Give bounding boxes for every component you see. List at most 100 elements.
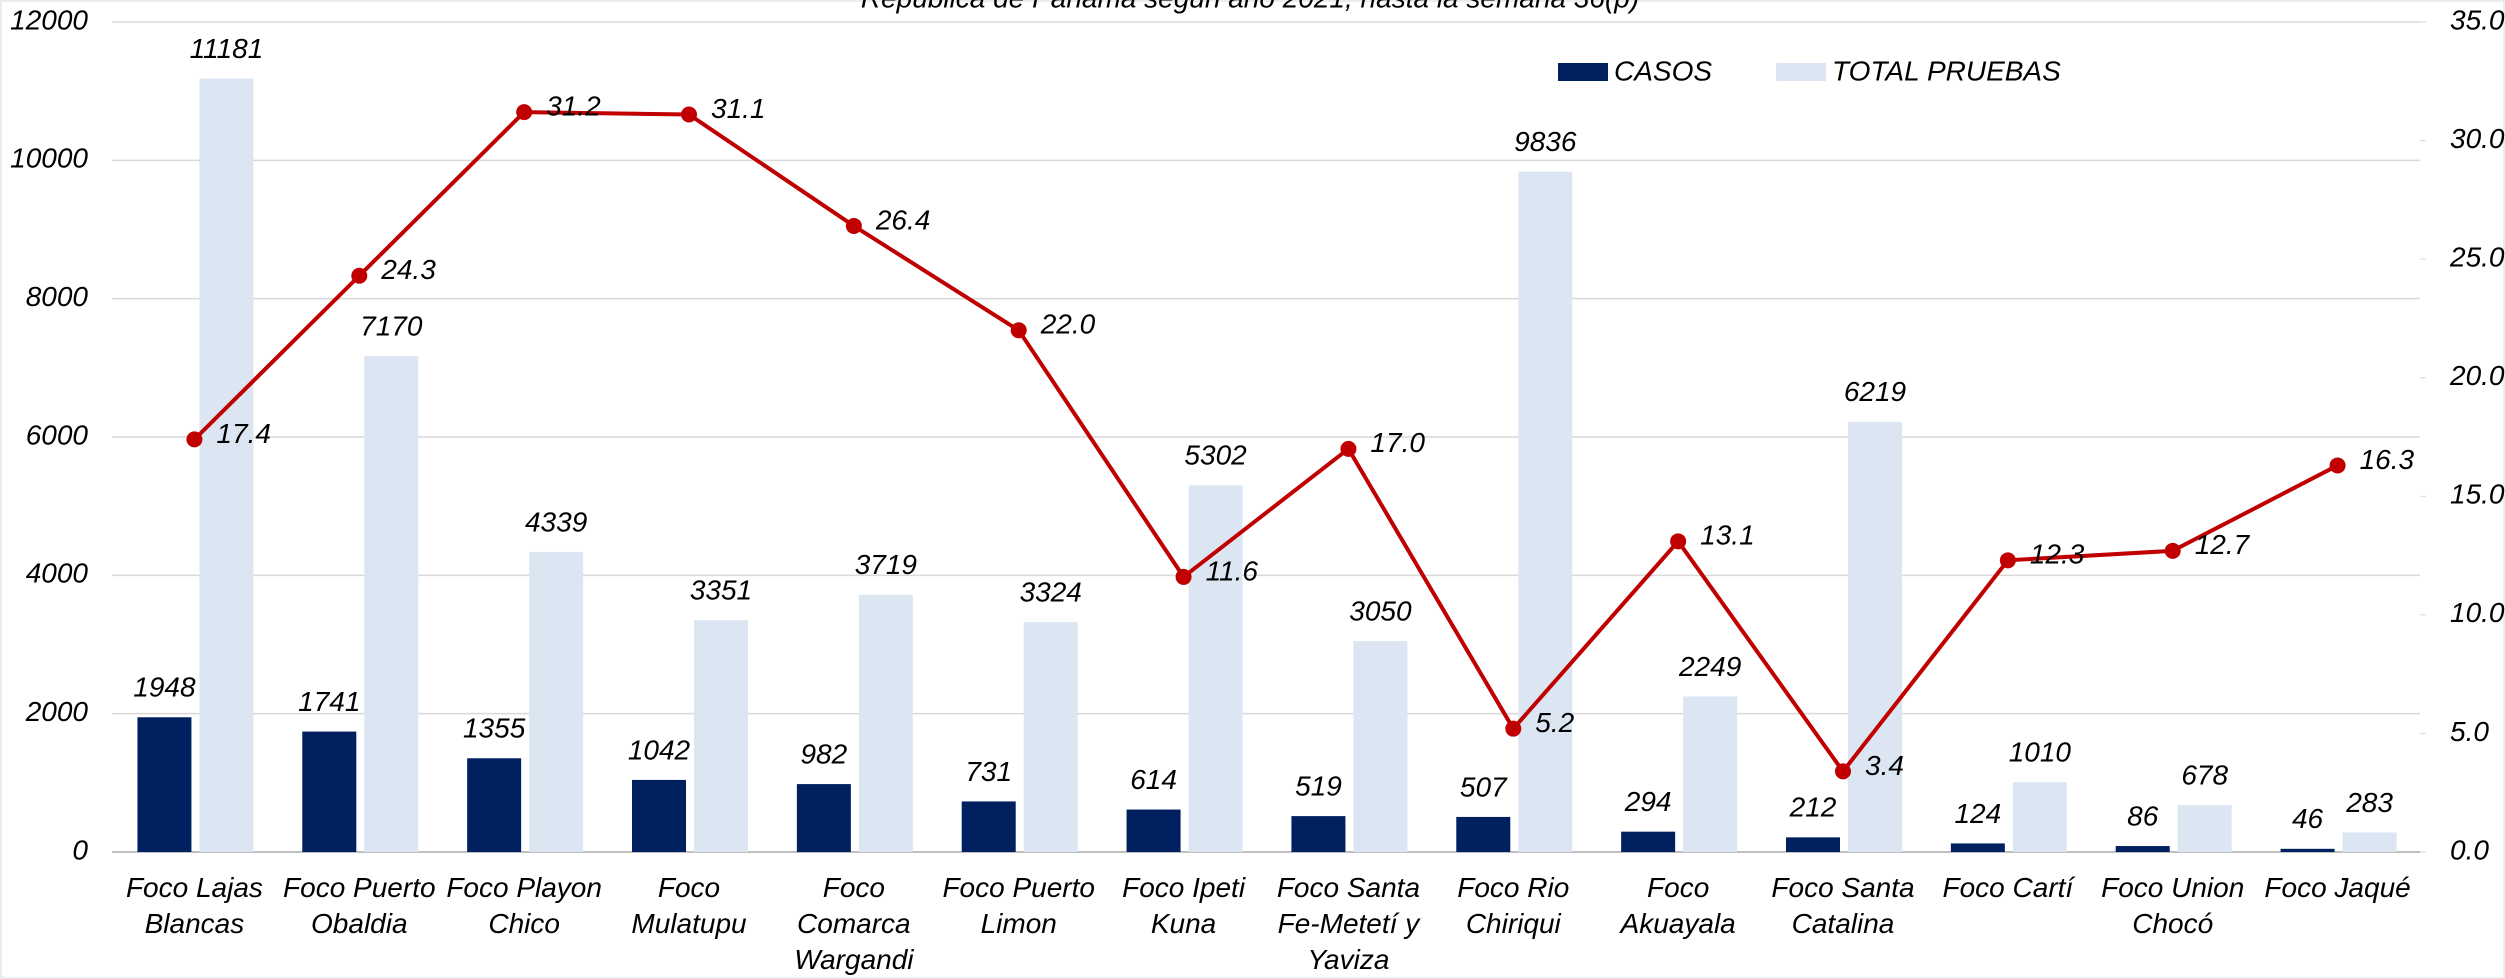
marker: [2164, 542, 2181, 559]
x-tick-label: Foco Santa Fe-Metetí y Yaviza: [1277, 872, 1421, 975]
data-label: 731: [965, 756, 1012, 787]
bar: [1353, 641, 1408, 852]
data-label: 16.3: [2360, 444, 2415, 475]
x-tick-label: Foco Lajas Blancas: [126, 872, 263, 939]
y2-tick-label: 0.0: [2450, 834, 2489, 865]
data-label: 12.7: [2195, 529, 2251, 560]
bar: [1786, 837, 1840, 852]
data-label: 1010: [2009, 737, 2072, 768]
data-label: 614: [1130, 764, 1177, 795]
bar: [1126, 809, 1181, 852]
marker: [2329, 457, 2346, 474]
data-label: 294: [1624, 786, 1672, 817]
legend-swatch: [1558, 63, 1608, 81]
data-label: 3.4: [1865, 750, 1904, 781]
bar: [1950, 843, 2005, 852]
data-label: 24.3: [380, 254, 436, 285]
y-tick-label: 6000: [26, 419, 89, 450]
data-label: 1741: [298, 686, 360, 717]
data-label: 13.1: [1700, 520, 1755, 551]
data-label: 86: [2127, 800, 2159, 831]
y-tick-label: 8000: [26, 281, 89, 312]
data-label: 124: [1954, 798, 2001, 829]
bar: [1456, 816, 1511, 852]
data-label: 46: [2292, 803, 2324, 834]
data-label: 17.0: [1370, 427, 1425, 458]
x-tick-label: Foco Cartí: [1943, 872, 2077, 903]
bar: [199, 78, 254, 852]
bar: [2012, 782, 2067, 852]
data-label: 26.4: [875, 204, 931, 235]
bar: [1518, 171, 1573, 853]
line: [193, 110, 2339, 775]
x-tick-label: Foco Puerto Obaldia: [283, 872, 436, 939]
bar: [2177, 805, 2232, 852]
marker: [1010, 322, 1027, 339]
y2-tick-label: 25.0: [2449, 242, 2505, 273]
bar: [632, 779, 686, 852]
y-tick-label: 2000: [25, 696, 89, 727]
data-label: 4339: [525, 506, 587, 537]
marker: [516, 104, 533, 121]
data-label: 982: [800, 738, 847, 769]
data-label: 1948: [133, 672, 196, 703]
y2-tick-label: 15.0: [2450, 479, 2505, 510]
x-tick-label: Foco Jaqué: [2264, 872, 2410, 903]
x-tick-label: Foco Playon Chico: [446, 872, 602, 939]
data-label: 3050: [1349, 595, 1412, 626]
data-label: 507: [1460, 771, 1508, 802]
x-tick-label: Foco Puerto Limon: [942, 872, 1095, 939]
x-tick-label: Foco Ipeti Kuna: [1122, 872, 1246, 939]
y-tick-label: 10000: [10, 143, 88, 174]
marker: [1505, 720, 1522, 737]
x-tick-label: Foco Union Chocó: [2101, 872, 2244, 939]
legend-swatch: [1776, 63, 1827, 81]
marker: [1999, 552, 2016, 569]
bar: [302, 731, 357, 852]
marker: [1835, 763, 1851, 780]
y-tick-label: 0: [72, 834, 88, 865]
data-label: 212: [1789, 792, 1837, 823]
x-tick-label: Foco Comarca Wargandi: [794, 872, 914, 975]
y2-tick-label: 10.0: [2450, 597, 2505, 628]
marker: [186, 431, 203, 448]
bar: [2280, 848, 2335, 852]
marker: [1670, 533, 1687, 550]
bar: [796, 784, 851, 852]
data-label: 11.6: [1206, 555, 1259, 586]
bar: [529, 551, 584, 852]
data-label: 2249: [1678, 651, 1741, 682]
bar: [961, 801, 1016, 852]
bar: [2342, 832, 2397, 852]
bar: [364, 356, 419, 852]
y2-tick-label: 20.0: [2449, 360, 2505, 391]
data-label: 31.2: [546, 91, 601, 122]
data-label: 3351: [690, 575, 752, 606]
data-label: 11181: [190, 33, 264, 64]
data-label: 678: [2181, 759, 2228, 790]
data-label: 12.3: [2030, 539, 2085, 570]
legend-label: CASOS: [1614, 55, 1712, 86]
data-label: 5302: [1184, 440, 1247, 471]
marker: [845, 217, 862, 234]
bar: [137, 717, 192, 852]
data-label: 3324: [1020, 576, 1082, 607]
bar: [467, 758, 522, 852]
bar: [1683, 696, 1738, 852]
bar: [1848, 421, 1902, 852]
data-label: 3719: [855, 549, 917, 580]
y-tick-label: 4000: [26, 558, 89, 589]
data-label: 283: [2345, 787, 2393, 818]
data-label: 9836: [1514, 126, 1577, 157]
bar: [1023, 622, 1078, 852]
legend-label: TOTAL PRUEBAS: [1832, 55, 2061, 86]
marker: [681, 106, 697, 123]
data-label: 7170: [360, 310, 423, 341]
data-label: 17.4: [216, 418, 271, 449]
data-label: 22.0: [1040, 309, 1096, 340]
data-label: 1042: [628, 734, 691, 765]
bar: [1291, 816, 1346, 852]
data-label: 31.1: [711, 93, 766, 124]
chart-subtitle: República de Panamá según año 2021, hast…: [861, 0, 1639, 13]
